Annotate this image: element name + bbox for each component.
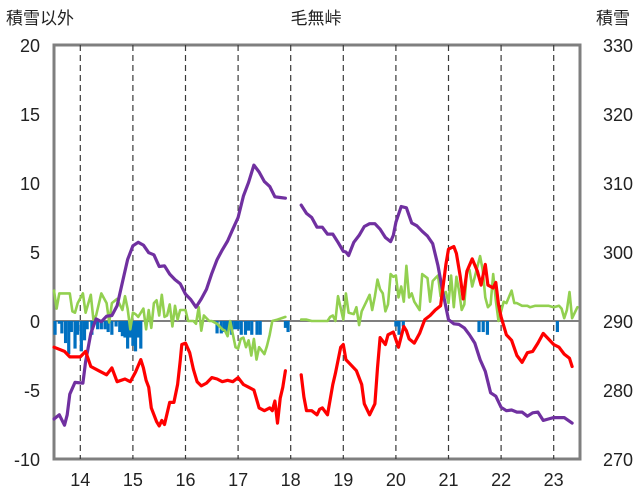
- precipitation-bar-8: [79, 321, 83, 352]
- precipitation-bar-29: [222, 321, 227, 333]
- right-tick-label: 300: [603, 243, 633, 263]
- precipitation-bar-38: [255, 321, 259, 335]
- precipitation-bar-44: [401, 321, 405, 327]
- precipitation-bar-5: [69, 321, 73, 333]
- precipitation-bar-36: [247, 321, 251, 331]
- precipitation-bar-32: [233, 321, 237, 330]
- x-tick-label: 18: [281, 470, 301, 490]
- precipitation-bar-41: [286, 321, 290, 333]
- left-tick-label: 10: [20, 174, 40, 194]
- right-tick-label: 270: [603, 450, 633, 470]
- precipitation-bar-43: [397, 321, 401, 335]
- x-tick-label: 16: [175, 470, 195, 490]
- precipitation-bar-35: [243, 321, 248, 335]
- precipitation-bar-12: [96, 321, 100, 330]
- right-tick-label: 280: [603, 381, 633, 401]
- precipitation-bar-16: [110, 321, 114, 335]
- right-tick-label: 320: [603, 105, 633, 125]
- precipitation-bar-0: [53, 321, 57, 335]
- precipitation-bar-20: [123, 321, 127, 338]
- x-tick-label: 17: [228, 470, 248, 490]
- precipitation-bar-21: [126, 321, 130, 349]
- temperature-line-0: [52, 341, 287, 428]
- precipitation-bar-1: [57, 321, 61, 324]
- wind-line-0: [52, 289, 287, 361]
- grid: [54, 45, 580, 459]
- left-tick-label: 20: [20, 36, 40, 56]
- precipitation-bar-7: [76, 321, 80, 335]
- precipitation-bar-2: [60, 321, 64, 334]
- left-tick-label: 15: [20, 105, 40, 125]
- precipitation-bar-34: [239, 321, 243, 335]
- precipitation-bar-47: [485, 321, 490, 335]
- precipitation-bar-6: [73, 321, 77, 349]
- precipitation-bar-25: [136, 321, 140, 338]
- right-axis-label: 積雪: [596, 9, 630, 29]
- precipitation-bar-37: [250, 321, 254, 335]
- right-tick-label: 330: [603, 36, 633, 56]
- precipitation-bar-17: [114, 321, 118, 327]
- x-tick-label: 14: [70, 470, 90, 490]
- x-tick-label: 20: [386, 470, 406, 490]
- precipitation-bar-14: [103, 321, 107, 330]
- precipitation-bar-15: [106, 321, 110, 333]
- precipitation-bar-19: [120, 321, 124, 337]
- precipitation-bar-24: [133, 321, 138, 352]
- precipitation-bar-26: [139, 321, 143, 349]
- precipitation-bar-33: [236, 321, 240, 330]
- precipitation-bar-40: [283, 321, 288, 328]
- left-tick-label: -10: [14, 450, 40, 470]
- precipitation-bars: [53, 321, 559, 355]
- x-tick-label: 19: [333, 470, 353, 490]
- x-tick-label: 15: [123, 470, 143, 490]
- snow_depth-line-1: [299, 203, 574, 425]
- x-axis-ticks: 14 15 16 17 18 19 20 21 22 23: [70, 470, 563, 490]
- x-tick-label: 21: [438, 470, 458, 490]
- plot-frame: [52, 43, 582, 461]
- temperature-line-1: [299, 244, 574, 417]
- precipitation-bar-45: [477, 321, 481, 333]
- right-tick-label: 310: [603, 174, 633, 194]
- precipitation-bar-27: [215, 321, 219, 334]
- precipitation-bar-10: [85, 321, 89, 330]
- left-tick-label: 5: [30, 243, 40, 263]
- x-tick-label: 23: [544, 470, 564, 490]
- precipitation-bar-9: [82, 321, 87, 341]
- snow_depth-line-0: [52, 163, 287, 427]
- precipitation-bar-48: [555, 321, 559, 333]
- left-axis-label: 積雪以外: [6, 9, 74, 29]
- right-axis-ticks: 330 320 310 300 290 280 270: [603, 36, 633, 470]
- precipitation-bar-3: [63, 321, 68, 344]
- left-axis-ticks: 20 15 10 5 0 -5 -10: [14, 36, 40, 470]
- precipitation-bar-4: [67, 321, 71, 355]
- x-tick-label: 22: [491, 470, 511, 490]
- series-lines: [52, 163, 579, 428]
- left-tick-label: -5: [24, 381, 40, 401]
- precipitation-bar-23: [131, 321, 135, 346]
- wind-line-1: [299, 254, 579, 327]
- chart-title: 毛無峠: [291, 9, 342, 29]
- right-tick-label: 290: [603, 312, 633, 332]
- precipitation-bar-18: [118, 321, 122, 333]
- precipitation-bar-39: [258, 321, 262, 335]
- precipitation-bar-46: [481, 321, 485, 333]
- left-tick-label: 0: [30, 312, 40, 332]
- precipitation-bar-42: [394, 321, 398, 327]
- precipitation-bar-30: [225, 321, 230, 335]
- precipitation-bar-13: [99, 321, 103, 330]
